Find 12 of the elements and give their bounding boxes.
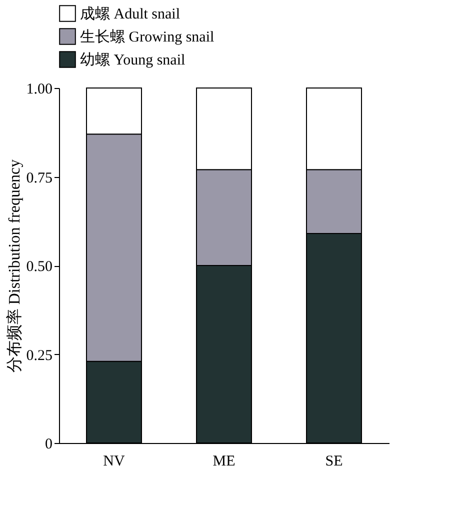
legend-label: 幼螺 Young snail: [80, 52, 186, 68]
y-tick-label: 0.75: [26, 170, 52, 186]
x-tick-label: ME: [212, 454, 236, 470]
y-tick-label: 0: [45, 436, 52, 452]
y-axis-title: 分布频率 Distribution frequency: [5, 159, 24, 373]
y-tick-label: 0.50: [26, 259, 52, 275]
legend-label: 生长螺 Growing snail: [80, 28, 214, 46]
y-tick-label: 1.00: [26, 82, 52, 98]
x-tick-label: NV: [103, 454, 125, 470]
legend-label: 成螺 Adult snail: [80, 6, 180, 22]
x-tick-label: SE: [325, 454, 343, 470]
y-tick-label: 0.25: [26, 348, 52, 364]
